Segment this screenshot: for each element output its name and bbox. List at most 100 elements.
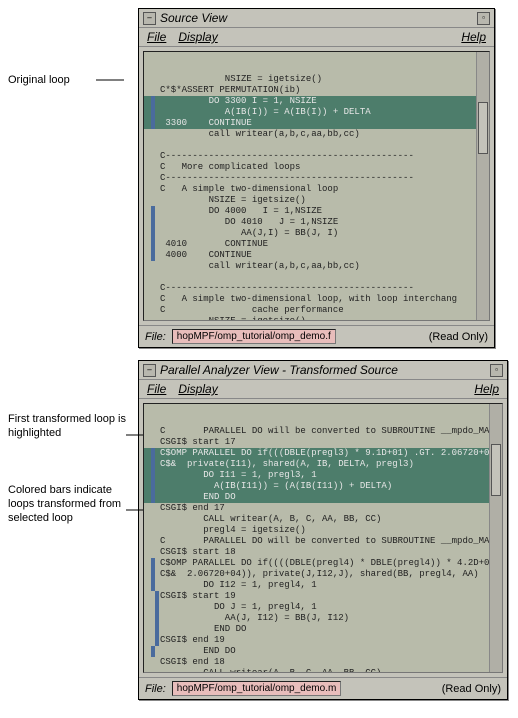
code-line: CSGI$ start 18 — [144, 547, 502, 558]
loop-bar — [151, 206, 155, 217]
code-line: END DO — [144, 492, 502, 503]
window-title: Parallel Analyzer View - Transformed Sou… — [160, 363, 398, 377]
window-title: Source View — [160, 11, 227, 25]
code-line: CALL writear(A, B, C, AA, BB, CC) — [144, 668, 502, 673]
code-line: C More complicated loops — [144, 162, 489, 173]
code-line: C PARALLEL DO will be converted to SUBRO… — [144, 536, 502, 547]
code-line: C---------------------------------------… — [144, 151, 489, 162]
code-line: DO 3300 I = 1, NSIZE — [144, 96, 489, 107]
scroll-thumb[interactable] — [478, 102, 488, 154]
code-line: NSIZE = igetsize() — [144, 74, 489, 85]
label-colored: Colored bars indicate loops transformed … — [8, 483, 138, 525]
loop-bar — [151, 459, 155, 470]
loop-bar — [155, 613, 159, 624]
source-view-window: – Source View ▫ File Display Help NSIZE … — [138, 8, 495, 348]
code-line: DO I11 = 1, pregl3, 1 — [144, 470, 502, 481]
label-first-trans: First transformed loop is highlighted — [8, 412, 138, 440]
code-line: AA(J, I12) = BB(J, I12) — [144, 613, 502, 624]
code-line: 3300 CONTINUE — [144, 118, 489, 129]
menubar: File Display Help — [139, 28, 494, 47]
source-view-titlebar[interactable]: – Source View ▫ — [139, 9, 494, 28]
code-line: A(IB(I11)) = (A(IB(I11)) + DELTA) — [144, 481, 502, 492]
code-line: C PARALLEL DO will be converted to SUBRO… — [144, 426, 502, 437]
code-line: NSIZE = igetsize() — [144, 195, 489, 206]
loop-bar — [151, 228, 155, 239]
code-line: CSGI$ end 19 — [144, 635, 502, 646]
loop-bar — [151, 96, 155, 107]
menu-display[interactable]: Display — [178, 382, 217, 396]
scroll-thumb[interactable] — [491, 444, 501, 496]
code-line — [144, 272, 489, 283]
parallel-analyzer-window: – Parallel Analyzer View - Transformed S… — [138, 360, 508, 700]
loop-bar — [155, 624, 159, 635]
code-line: C---------------------------------------… — [144, 173, 489, 184]
code-line: A(IB(I)) = A(IB(I)) + DELTA — [144, 107, 489, 118]
file-label: File: — [145, 683, 166, 695]
loop-bar — [151, 118, 155, 129]
loop-bar — [151, 470, 155, 481]
code-line: C A simple two-dimensional loop, with lo… — [144, 294, 489, 305]
code-line: DO 4000 I = 1,NSIZE — [144, 206, 489, 217]
readonly-label: (Read Only) — [429, 331, 488, 343]
menu-file[interactable]: File — [147, 30, 166, 44]
loop-bar — [151, 107, 155, 118]
code-line: CALL writear(A, B, C, AA, BB, CC) — [144, 514, 502, 525]
minimize-icon[interactable]: ▫ — [477, 12, 490, 25]
loop-bar — [151, 239, 155, 250]
file-path: hopMPF/omp_tutorial/omp_demo.m — [172, 681, 342, 696]
loop-bar — [151, 580, 155, 591]
code-line: 4010 CONTINUE — [144, 239, 489, 250]
readonly-label: (Read Only) — [442, 683, 501, 695]
code-line: pregl4 = igetsize() — [144, 525, 502, 536]
loop-bar — [151, 492, 155, 503]
menu-help[interactable]: Help — [461, 30, 486, 44]
file-path: hopMPF/omp_tutorial/omp_demo.f — [172, 329, 336, 344]
code-line: NSIZE = igetsize() — [144, 316, 489, 321]
statusbar: File: hopMPF/omp_tutorial/omp_demo.f (Re… — [139, 325, 494, 347]
code-line: END DO — [144, 646, 502, 657]
code-line: AA(J,I) = BB(J, I) — [144, 228, 489, 239]
loop-bar — [151, 558, 155, 569]
code-line: C A simple two-dimensional loop — [144, 184, 489, 195]
code-line: CSGI$ start 19 — [144, 591, 502, 602]
sysmenu-icon[interactable]: – — [143, 364, 156, 377]
menu-help[interactable]: Help — [474, 382, 499, 396]
code-line: C---------------------------------------… — [144, 283, 489, 294]
code-line: DO I12 = 1, pregl4, 1 — [144, 580, 502, 591]
sysmenu-icon[interactable]: – — [143, 12, 156, 25]
loop-bar — [155, 635, 159, 646]
code-line: C$& 2.06720+04)), private(J,I12,J), shar… — [144, 569, 502, 580]
menu-file[interactable]: File — [147, 382, 166, 396]
menubar: File Display Help — [139, 380, 507, 399]
code-line: C$OMP PARALLEL DO if(((DBLE(pregl3) * 9.… — [144, 448, 502, 459]
loop-bar — [151, 448, 155, 459]
loop-bar — [151, 569, 155, 580]
code-line: C$& private(I11), shared(A, IB, DELTA, p… — [144, 459, 502, 470]
code-line: CSGI$ end 17 — [144, 503, 502, 514]
code-line: END DO — [144, 624, 502, 635]
source-code-area[interactable]: NSIZE = igetsize()C*$*ASSERT PERMUTATION… — [143, 51, 490, 321]
loop-bar — [151, 646, 155, 657]
menu-display[interactable]: Display — [178, 30, 217, 44]
code-line: DO 4010 J = 1,NSIZE — [144, 217, 489, 228]
scrollbar[interactable] — [489, 404, 502, 672]
file-label: File: — [145, 331, 166, 343]
code-line: DO J = 1, pregl4, 1 — [144, 602, 502, 613]
statusbar: File: hopMPF/omp_tutorial/omp_demo.m (Re… — [139, 677, 507, 699]
parallel-titlebar[interactable]: – Parallel Analyzer View - Transformed S… — [139, 361, 507, 380]
code-line: C cache performance — [144, 305, 489, 316]
loop-bar — [151, 217, 155, 228]
scrollbar[interactable] — [476, 52, 489, 320]
code-line: call writear(a,b,c,aa,bb,cc) — [144, 129, 489, 140]
code-line: call writear(a,b,c,aa,bb,cc) — [144, 261, 489, 272]
loop-bar — [151, 250, 155, 261]
loop-bar — [151, 481, 155, 492]
code-line: CSGI$ start 17 — [144, 437, 502, 448]
loop-bar — [155, 602, 159, 613]
minimize-icon[interactable]: ▫ — [490, 364, 503, 377]
code-line: 4000 CONTINUE — [144, 250, 489, 261]
transformed-code-area[interactable]: C PARALLEL DO will be converted to SUBRO… — [143, 403, 503, 673]
code-line — [144, 140, 489, 151]
code-line: C$OMP PARALLEL DO if((((DBLE(pregl4) * D… — [144, 558, 502, 569]
code-line: CSGI$ end 18 — [144, 657, 502, 668]
